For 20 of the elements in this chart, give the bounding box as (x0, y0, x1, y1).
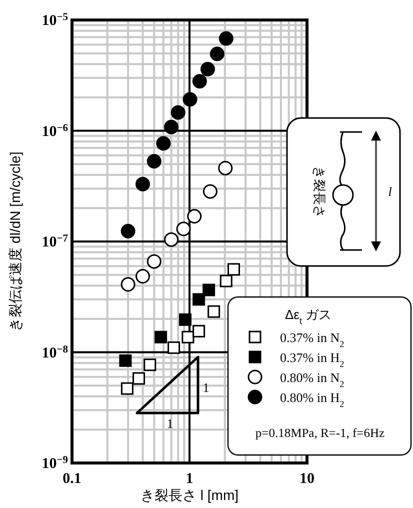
annotation: p=0.18MPa, R=-1, f=6Hz (255, 426, 386, 440)
text: き裂長さ (312, 166, 327, 218)
y-tick-label: 10$^{−8}$ (42, 344, 68, 362)
annotation: 1 (202, 380, 210, 395)
legend-title: Δε$_{t}$ ガス (285, 307, 332, 326)
y-axis-title: き裂伝ぱ速度 dl/dN [m/cycle] (7, 152, 23, 332)
annotation: 1 (166, 416, 174, 431)
x-tick-label: 10 (300, 471, 314, 487)
legend-label: 0.80% in H$_{2}$ (280, 390, 345, 409)
y-tick-label: 10$^{−9}$ (42, 454, 68, 472)
legend-label: 0.37% in H$_{2}$ (280, 350, 345, 369)
text: l (388, 184, 392, 199)
x-axis-title: き裂長さ l [mm] (140, 487, 238, 503)
legend-label: 0.37% in N$_{2}$ (280, 330, 345, 349)
x-tick-label: 1 (186, 471, 194, 487)
y-tick-label: 10$^{−7}$ (42, 233, 68, 250)
legend-label: 0.80% in N$_{2}$ (280, 370, 345, 389)
x-tick-label: 0.1 (62, 471, 82, 487)
y-tick-label: 10$^{−5}$ (42, 12, 68, 29)
y-tick-label: 10$^{−6}$ (42, 122, 68, 140)
